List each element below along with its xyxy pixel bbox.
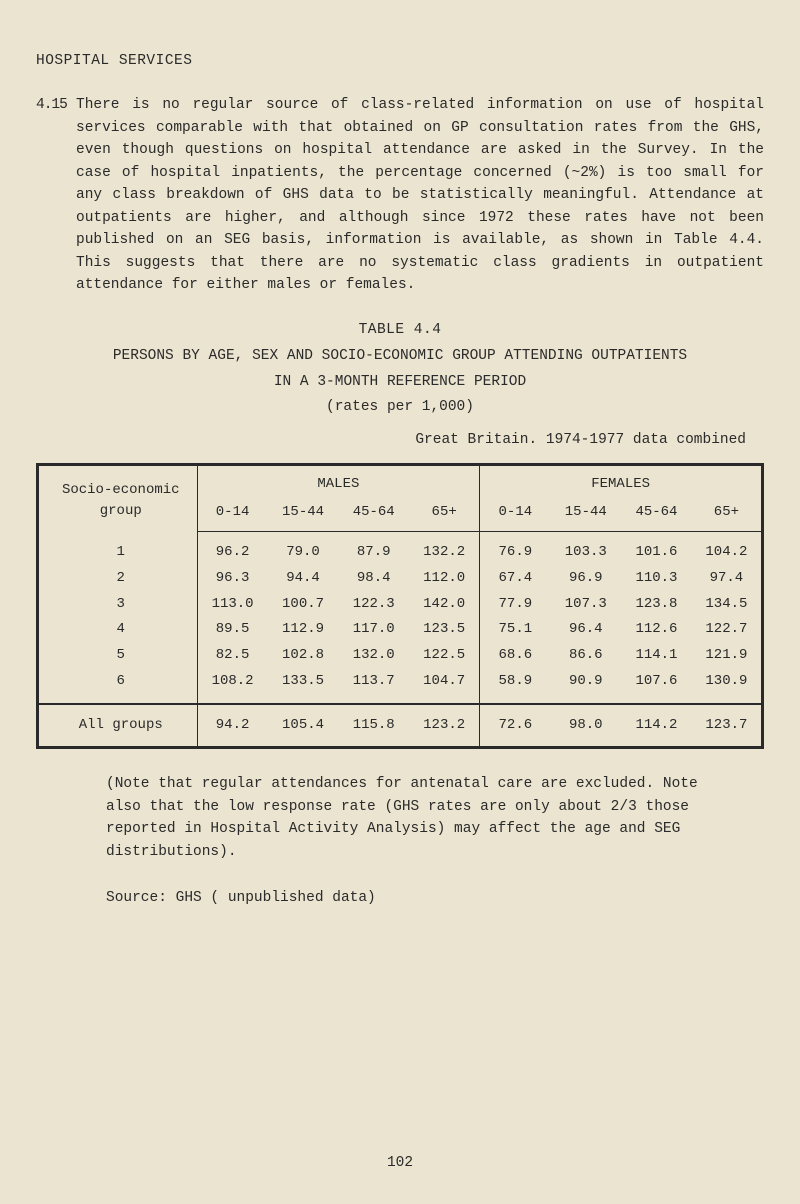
table-row: 5 82.5 102.8 132.0 122.5 68.6 86.6 114.1… (38, 643, 763, 669)
table-right-note: Great Britain. 1974-1977 data combined (36, 429, 746, 451)
col-header: 15-44 (268, 499, 339, 532)
cell: 97.4 (692, 566, 763, 592)
cell: 132.0 (338, 643, 409, 669)
cell: 134.5 (692, 592, 763, 618)
cell: 123.8 (621, 592, 692, 618)
cell: 102.8 (268, 643, 339, 669)
col-header: 65+ (409, 499, 480, 532)
table-subtitle-2: (rates per 1,000) (36, 396, 764, 418)
cell: 100.7 (268, 592, 339, 618)
cell: 94.2 (197, 704, 268, 748)
cell: 68.6 (480, 643, 551, 669)
cell: 86.6 (550, 643, 621, 669)
source-line: Source: GHS ( unpublished data) (106, 887, 724, 909)
cell: 130.9 (692, 669, 763, 704)
cell: 107.3 (550, 592, 621, 618)
row-header-label: Socio-economic group (38, 465, 198, 532)
cell: 76.9 (480, 532, 551, 566)
cell: 113.7 (338, 669, 409, 704)
cell: 58.9 (480, 669, 551, 704)
table-note: (Note that regular attendances for anten… (106, 773, 724, 863)
cell: 132.2 (409, 532, 480, 566)
cell: 89.5 (197, 617, 268, 643)
row-label: 6 (38, 669, 198, 704)
cell: 94.4 (268, 566, 339, 592)
totals-row: All groups 94.2 105.4 115.8 123.2 72.6 9… (38, 704, 763, 748)
cell: 77.9 (480, 592, 551, 618)
cell: 87.9 (338, 532, 409, 566)
table-row: 4 89.5 112.9 117.0 123.5 75.1 96.4 112.6… (38, 617, 763, 643)
table-header-row-1: Socio-economic group MALES FEMALES (38, 465, 763, 499)
cell: 96.3 (197, 566, 268, 592)
table-row: 2 96.3 94.4 98.4 112.0 67.4 96.9 110.3 9… (38, 566, 763, 592)
cell: 104.7 (409, 669, 480, 704)
cell: 114.2 (621, 704, 692, 748)
cell: 133.5 (268, 669, 339, 704)
table-row: 3 113.0 100.7 122.3 142.0 77.9 107.3 123… (38, 592, 763, 618)
col-header: 0-14 (197, 499, 268, 532)
totals-label: All groups (38, 704, 198, 748)
col-header: 15-44 (550, 499, 621, 532)
col-header: 0-14 (480, 499, 551, 532)
cell: 79.0 (268, 532, 339, 566)
cell: 75.1 (480, 617, 551, 643)
section-heading: HOSPITAL SERVICES (36, 50, 764, 72)
cell: 122.3 (338, 592, 409, 618)
paragraph-number: 4.15 (36, 94, 76, 296)
cell: 96.2 (197, 532, 268, 566)
cell: 90.9 (550, 669, 621, 704)
cell: 112.0 (409, 566, 480, 592)
cell: 98.0 (550, 704, 621, 748)
data-table: Socio-economic group MALES FEMALES 0-14 … (36, 463, 764, 749)
cell: 122.5 (409, 643, 480, 669)
cell: 105.4 (268, 704, 339, 748)
cell: 122.7 (692, 617, 763, 643)
table-subtitle-1: IN A 3-MONTH REFERENCE PERIOD (36, 371, 764, 393)
cell: 110.3 (621, 566, 692, 592)
table-row: 1 96.2 79.0 87.9 132.2 76.9 103.3 101.6 … (38, 532, 763, 566)
cell: 82.5 (197, 643, 268, 669)
paragraph: 4.15 There is no regular source of class… (36, 94, 764, 296)
cell: 121.9 (692, 643, 763, 669)
row-label: 2 (38, 566, 198, 592)
cell: 104.2 (692, 532, 763, 566)
cell: 96.4 (550, 617, 621, 643)
males-header: MALES (197, 465, 480, 499)
table-caption: TABLE 4.4 (36, 319, 764, 341)
cell: 114.1 (621, 643, 692, 669)
table-body: 1 96.2 79.0 87.9 132.2 76.9 103.3 101.6 … (38, 532, 763, 748)
cell: 72.6 (480, 704, 551, 748)
table-title: PERSONS BY AGE, SEX AND SOCIO-ECONOMIC G… (36, 345, 764, 367)
page-number: 102 (0, 1152, 800, 1174)
row-label: 5 (38, 643, 198, 669)
cell: 123.7 (692, 704, 763, 748)
cell: 101.6 (621, 532, 692, 566)
cell: 103.3 (550, 532, 621, 566)
col-header: 65+ (692, 499, 763, 532)
col-header: 45-64 (338, 499, 409, 532)
cell: 142.0 (409, 592, 480, 618)
cell: 67.4 (480, 566, 551, 592)
row-label: 1 (38, 532, 198, 566)
cell: 112.6 (621, 617, 692, 643)
cell: 115.8 (338, 704, 409, 748)
cell: 96.9 (550, 566, 621, 592)
females-header: FEMALES (480, 465, 763, 499)
col-header: 45-64 (621, 499, 692, 532)
row-label: 3 (38, 592, 198, 618)
cell: 123.5 (409, 617, 480, 643)
cell: 108.2 (197, 669, 268, 704)
cell: 112.9 (268, 617, 339, 643)
cell: 117.0 (338, 617, 409, 643)
row-label: 4 (38, 617, 198, 643)
cell: 123.2 (409, 704, 480, 748)
table-row: 6 108.2 133.5 113.7 104.7 58.9 90.9 107.… (38, 669, 763, 704)
cell: 98.4 (338, 566, 409, 592)
paragraph-body: There is no regular source of class-rela… (76, 94, 764, 296)
cell: 107.6 (621, 669, 692, 704)
cell: 113.0 (197, 592, 268, 618)
